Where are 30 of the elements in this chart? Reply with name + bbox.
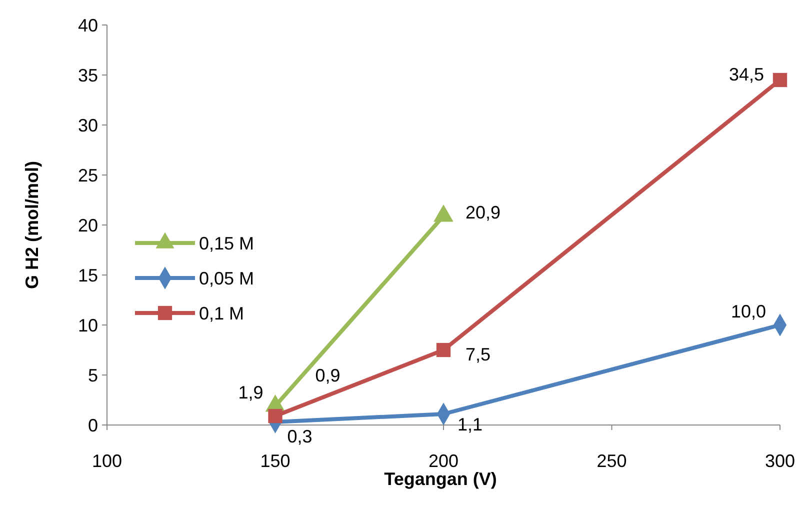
- x-tick-label: 200: [428, 451, 459, 471]
- y-tick-label: 0: [88, 415, 98, 436]
- point: [268, 408, 282, 424]
- data-label: 0,9: [315, 365, 340, 386]
- x-tick-label: 150: [260, 451, 290, 471]
- data-label: 34,5: [728, 64, 764, 84]
- data-label: 7,5: [466, 344, 491, 364]
- data-label: 0,3: [287, 426, 312, 446]
- x-tick-label: 300: [764, 451, 796, 471]
- y-tick-label: 40: [78, 15, 98, 36]
- x-tick-label: 100: [92, 451, 122, 471]
- legend-label: 0,1 M: [199, 303, 244, 324]
- point: [772, 72, 788, 88]
- x-tick-label: 250: [596, 451, 627, 471]
- legend-label: 0,15 M: [199, 233, 254, 254]
- y-tick-label: 20: [78, 215, 98, 236]
- data-label: 10,0: [730, 301, 766, 322]
- x-axis-title: Tegangan (V): [384, 469, 497, 489]
- data-label: 1,9: [238, 382, 264, 402]
- y-tick-label: 35: [78, 65, 98, 86]
- y-tick-label: 25: [78, 165, 98, 186]
- y-tick-label: 30: [78, 115, 98, 136]
- legend-label: 0,05 M: [199, 268, 254, 288]
- y-tick-label: 5: [88, 365, 98, 386]
- y-tick-label: 15: [78, 265, 98, 286]
- data-label: 1,1: [458, 414, 483, 434]
- y-tick-label: 10: [78, 315, 98, 336]
- data-label: 20,9: [466, 202, 501, 222]
- point: [436, 342, 451, 358]
- y-axis-title: G H2 (mol/mol): [22, 160, 42, 290]
